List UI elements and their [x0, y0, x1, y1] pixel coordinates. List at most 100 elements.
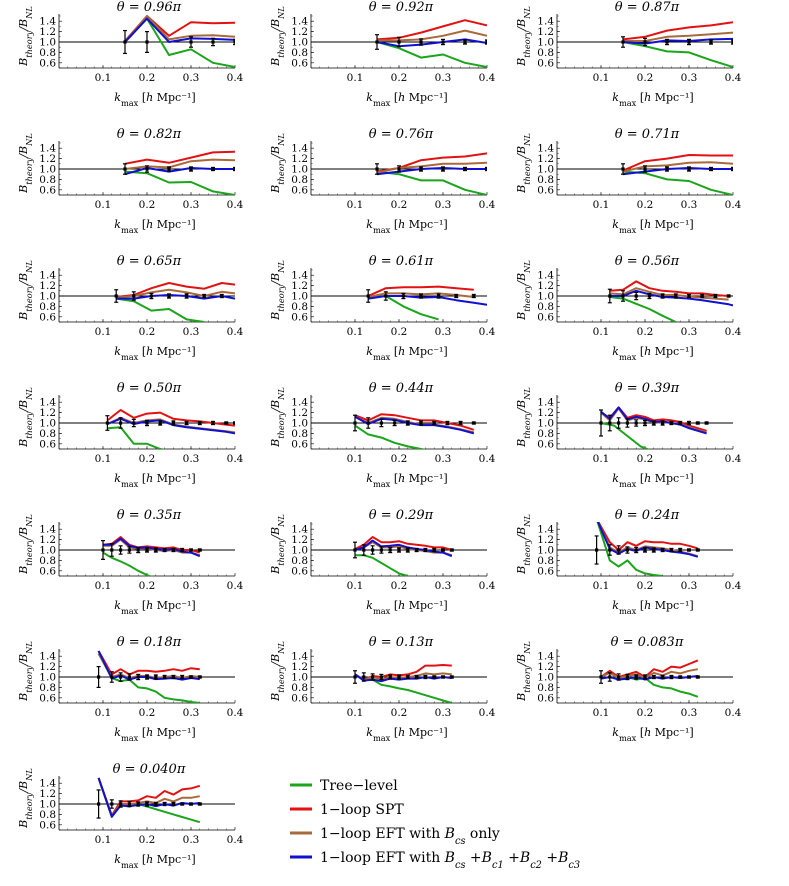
x-tick-label: 0.2 [139, 326, 156, 338]
y-tick-label: 1.2 [291, 661, 308, 673]
data-point [224, 421, 228, 425]
error-bar [678, 420, 683, 426]
y-tick-label: 1.0 [291, 164, 308, 176]
error-bar [625, 673, 630, 681]
data-point [211, 40, 215, 44]
series-line-4 [107, 417, 235, 435]
error-bar [726, 294, 731, 298]
error-bar [441, 675, 445, 679]
panel-10: θ = 0.50π 0.60.81.01.21.4 0.1 0.2 0.3 0.4 Bthe… [17, 381, 244, 489]
x-tick-label: 0.2 [637, 453, 654, 465]
data-point [154, 675, 158, 679]
data-point [167, 167, 171, 171]
panel-title: θ = 0.50π [117, 381, 182, 396]
error-bar [370, 545, 375, 555]
error-bar [607, 544, 612, 556]
x-tick-label: 0.2 [637, 199, 654, 211]
panel-6: θ = 0.71π 0.60.81.01.21.4 0.1 0.2 0.3 0.4 Bthe… [515, 127, 742, 235]
error-bar [660, 547, 665, 553]
error-bar [651, 547, 656, 553]
data-point [687, 294, 691, 298]
data-point [705, 421, 709, 425]
x-tick-label: 0.1 [593, 707, 610, 719]
data-point [454, 294, 458, 298]
y-tick-label: 1.0 [39, 545, 56, 557]
series-line-2 [354, 413, 475, 431]
error-bar [105, 415, 110, 431]
panel-9: θ = 0.56π 0.60.81.01.21.4 0.1 0.2 0.3 0.4 Bthe… [515, 254, 742, 362]
data-point [171, 675, 175, 679]
x-axis-label: kmax [h Mpc⁻¹] [612, 599, 693, 616]
y-tick-label: 0.6 [291, 311, 308, 323]
data-point [608, 548, 612, 552]
y-tick-label: 1.2 [537, 661, 554, 673]
data-point [617, 548, 621, 552]
error-bar [731, 39, 733, 45]
error-bar [375, 34, 379, 50]
error-bar [353, 670, 357, 684]
error-bar [127, 673, 132, 681]
error-bar [167, 166, 171, 172]
error-bar [145, 674, 149, 680]
x-axis-label: kmax [h Mpc⁻¹] [114, 345, 195, 362]
data-point [97, 802, 101, 806]
data-point [643, 421, 647, 425]
data-point [397, 675, 401, 679]
y-axis-label: Btheory/BNL [269, 260, 286, 321]
y-tick-label: 0.8 [291, 682, 308, 694]
series-line-1 [609, 296, 677, 322]
data-point [127, 675, 131, 679]
data-point [180, 802, 184, 806]
series-line-1 [622, 41, 733, 68]
data-point [145, 421, 149, 425]
series-group [114, 282, 235, 322]
error-bar [158, 420, 163, 426]
y-tick-label: 0.8 [537, 174, 554, 186]
x-axis-label: kmax [h Mpc⁻¹] [114, 472, 195, 489]
y-axis-label: Btheory/BNL [17, 260, 34, 321]
y-tick-label: 1.4 [291, 651, 308, 663]
series-group [353, 664, 454, 703]
y-tick-label: 1.2 [291, 534, 308, 546]
error-bar [665, 38, 669, 46]
y-tick-label: 0.8 [39, 47, 56, 59]
error-bar [471, 293, 476, 299]
data-point [643, 167, 647, 171]
error-bar [401, 292, 406, 300]
x-axis-label: kmax [h Mpc⁻¹] [366, 345, 447, 362]
panel-title: θ = 0.13π [369, 635, 434, 650]
series-line-4 [376, 38, 487, 48]
y-tick-label: 1.4 [39, 270, 56, 282]
x-tick-label: 0.2 [391, 453, 408, 465]
data-point [437, 294, 441, 298]
y-tick-label: 0.6 [39, 438, 56, 450]
data-point [233, 167, 235, 171]
series-line-1 [368, 295, 439, 321]
data-point [406, 548, 410, 552]
error-bar [432, 547, 437, 553]
series-line-4 [368, 295, 487, 306]
data-point [665, 167, 669, 171]
data-point [375, 167, 379, 171]
error-bar [616, 417, 621, 429]
error-bar [233, 38, 235, 46]
error-bar [731, 166, 733, 172]
y-tick-label: 1.2 [291, 280, 308, 292]
y-tick-label: 0.6 [291, 565, 308, 577]
y-tick-label: 1.4 [291, 143, 308, 155]
data-point [643, 548, 647, 552]
data-point [379, 675, 383, 679]
data-point [485, 40, 487, 44]
y-axis-label: Btheory/BNL [515, 641, 532, 702]
data-point [599, 675, 603, 679]
data-point [687, 421, 691, 425]
data-point [145, 167, 149, 171]
x-tick-label: 0.1 [347, 199, 364, 211]
error-bar [127, 546, 132, 554]
error-bar [441, 548, 445, 552]
x-tick-label: 0.1 [95, 72, 112, 84]
error-bar [643, 37, 647, 47]
data-point [171, 421, 175, 425]
series-line-2 [106, 409, 235, 427]
y-axis-label: Btheory/BNL [17, 768, 34, 829]
